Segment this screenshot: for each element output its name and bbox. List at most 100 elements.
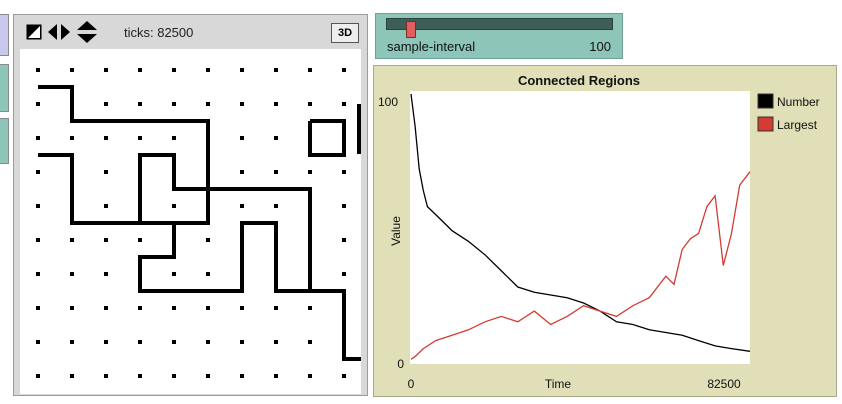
connected-regions-plot: Connected Regions 100 0 Value 0 Time 825… xyxy=(373,65,837,397)
plot-area xyxy=(410,91,750,364)
series-layer xyxy=(410,93,751,360)
up-down-arrows-icon[interactable] xyxy=(77,21,97,43)
world-view-panel: ticks: 82500 3D xyxy=(13,14,378,396)
grid-dot xyxy=(274,306,278,310)
world-canvas[interactable] xyxy=(20,49,378,394)
grid-dot xyxy=(240,68,244,72)
grid-dot xyxy=(206,374,210,378)
grid-dot xyxy=(206,340,210,344)
grid-dot xyxy=(342,102,346,106)
grid-dot xyxy=(274,136,278,140)
grid-dot xyxy=(138,374,142,378)
grid-dot xyxy=(308,68,312,72)
3d-view-button[interactable]: 3D xyxy=(331,23,359,43)
view-toolbar: ticks: 82500 3D xyxy=(14,15,367,49)
grid-dot xyxy=(274,374,278,378)
x-tick-max: 82500 xyxy=(707,377,741,391)
grid-dot xyxy=(274,68,278,72)
grid-dot xyxy=(138,102,142,106)
grid-dot xyxy=(308,170,312,174)
grid-dot xyxy=(308,374,312,378)
grid-dot xyxy=(36,340,40,344)
grid-dot xyxy=(172,102,176,106)
grid-dot xyxy=(36,204,40,208)
grid-dot xyxy=(342,68,346,72)
grid-dot xyxy=(138,340,142,344)
grid-dot xyxy=(206,68,210,72)
grid-dot xyxy=(138,136,142,140)
series-line-largest xyxy=(410,171,751,360)
grid-dot xyxy=(36,374,40,378)
region-boundary-path xyxy=(38,153,310,225)
slider-track[interactable] xyxy=(386,18,613,38)
region-boundary-path xyxy=(140,189,210,225)
sample-interval-slider[interactable]: sample-interval 100 xyxy=(375,13,623,59)
grid-dot xyxy=(274,170,278,174)
x-tick-min: 0 xyxy=(408,377,415,391)
grid-dot xyxy=(104,68,108,72)
grid-dot xyxy=(36,272,40,276)
grid-dot xyxy=(104,374,108,378)
grid-dot xyxy=(240,170,244,174)
grid-dot xyxy=(308,102,312,106)
grid-dot xyxy=(70,306,74,310)
grid-dot xyxy=(172,374,176,378)
plot-canvas: Connected Regions 100 0 Value 0 Time 825… xyxy=(378,73,820,391)
grid-dot xyxy=(104,102,108,106)
grid-dot xyxy=(104,136,108,140)
grid-dot xyxy=(104,306,108,310)
legend-label-number: Number xyxy=(777,95,820,109)
y-tick-min: 0 xyxy=(397,357,404,371)
grid-dot xyxy=(308,306,312,310)
region-boundary-path xyxy=(308,119,346,157)
grid-dot xyxy=(240,340,244,344)
y-axis-label: Value xyxy=(389,216,403,246)
x-axis-label: Time xyxy=(545,377,572,391)
grid-dot xyxy=(206,272,210,276)
grid-dot xyxy=(104,340,108,344)
grid-dot xyxy=(308,340,312,344)
grid-dot xyxy=(36,306,40,310)
grid-dot xyxy=(36,170,40,174)
left-right-arrows-icon[interactable] xyxy=(48,24,70,40)
grid-dot xyxy=(240,136,244,140)
grid-dot xyxy=(274,102,278,106)
grid-dot xyxy=(342,238,346,242)
grid-dot xyxy=(172,306,176,310)
grid-dot xyxy=(274,204,278,208)
world-grid xyxy=(36,68,378,378)
grid-dot xyxy=(70,238,74,242)
grid-dot xyxy=(342,374,346,378)
slider-value: 100 xyxy=(589,39,611,54)
side-button-middle[interactable] xyxy=(0,64,9,112)
grid-dot xyxy=(138,238,142,242)
legend-label-largest: Largest xyxy=(777,118,818,132)
grid-dot xyxy=(342,272,346,276)
grid-dot xyxy=(104,238,108,242)
grid-dot xyxy=(70,374,74,378)
grid-dot xyxy=(70,68,74,72)
y-tick-max: 100 xyxy=(378,95,398,109)
grid-dot xyxy=(104,204,108,208)
grid-dot xyxy=(172,68,176,72)
grid-dot xyxy=(240,306,244,310)
grid-dot xyxy=(104,170,108,174)
grid-dot xyxy=(342,204,346,208)
grid-dot xyxy=(104,272,108,276)
grid-dot xyxy=(138,68,142,72)
grid-dot xyxy=(36,238,40,242)
side-button-bottom[interactable] xyxy=(0,118,9,164)
side-button-top[interactable] xyxy=(0,14,9,56)
slider-label: sample-interval xyxy=(387,39,476,54)
grid-dot xyxy=(206,238,210,242)
grid-dot xyxy=(36,68,40,72)
series-line-number xyxy=(410,93,751,352)
grid-dot xyxy=(172,272,176,276)
legend-swatch-largest xyxy=(757,116,774,132)
grid-dot xyxy=(172,204,176,208)
grid-dot xyxy=(172,340,176,344)
edit-shape-icon[interactable] xyxy=(26,24,42,40)
slider-thumb[interactable] xyxy=(406,21,416,38)
ticks-counter: ticks: 82500 xyxy=(124,25,194,40)
grid-dot xyxy=(36,102,40,106)
